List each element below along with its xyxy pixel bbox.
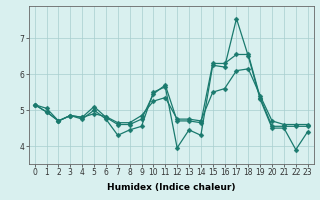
X-axis label: Humidex (Indice chaleur): Humidex (Indice chaleur) xyxy=(107,183,236,192)
